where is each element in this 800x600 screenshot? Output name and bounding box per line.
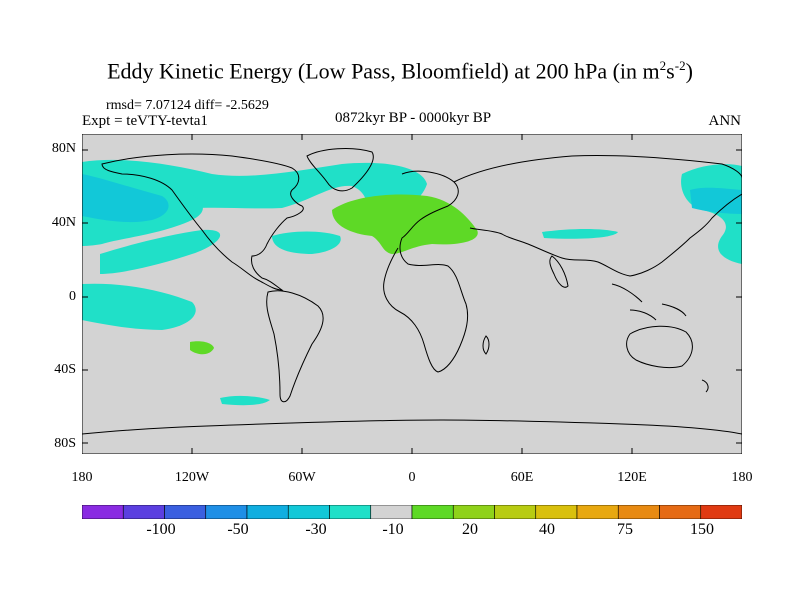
lon-tick-label: 60W [288,470,316,485]
lon-tick-label: 120W [174,470,210,485]
map-ticks [82,134,742,454]
colorbar-swatch [700,505,742,519]
colorbar-swatch [576,505,619,519]
lat-tick-label: 80S [54,436,76,451]
colorbar-swatch [122,505,165,519]
lon-tick-label: 180 [731,470,753,485]
colorbar-label: 40 [539,521,555,538]
season-label: ANN [708,113,742,129]
coastlines [82,148,742,435]
colorbar-swatch [287,505,330,519]
colorbar-swatch [411,505,454,519]
world-map [82,134,742,454]
colorbar-swatch [164,505,207,519]
colorbar-label: -30 [305,521,327,538]
colorbar-swatch [452,505,495,519]
colorbar-label: 150 [690,521,714,538]
stats-line: rmsd= 7.07124 diff= -2.5629 [106,98,269,113]
colorbar-label: -50 [227,521,249,538]
lon-tick-label: 120E [617,470,647,485]
lon-tick-label: 180 [71,470,93,485]
lon-tick-label: 0 [408,470,416,485]
plot-title: Eddy Kinetic Energy (Low Pass, Bloomfiel… [107,58,693,84]
colorbar-label: -10 [382,521,404,538]
colorbar-swatch [535,505,578,519]
period-label: 0872kyr BP - 0000kyr BP [334,110,492,126]
anomaly-positive-regions [190,194,478,355]
colorbar-swatch [329,505,372,519]
colorbar-label: -100 [146,521,176,538]
colorbar-swatch [494,505,537,519]
colorbar-swatch [370,505,413,519]
colorbar [82,505,742,519]
colorbar-swatch [617,505,660,519]
lat-tick-label: 80N [51,141,76,156]
colorbar-swatch [246,505,289,519]
colorbar-swatch [659,505,702,519]
colorbar-label: 75 [617,521,633,538]
colorbar-label: 20 [462,521,478,538]
lon-tick-label: 60E [510,470,534,485]
lat-tick-label: 40N [51,215,76,230]
lat-tick-label: 0 [69,289,76,304]
colorbar-swatch [205,505,248,519]
colorbar-swatch [82,505,124,519]
lat-tick-label: 40S [54,362,76,377]
experiment-label: Expt = teVTY-tevta1 [82,113,208,129]
